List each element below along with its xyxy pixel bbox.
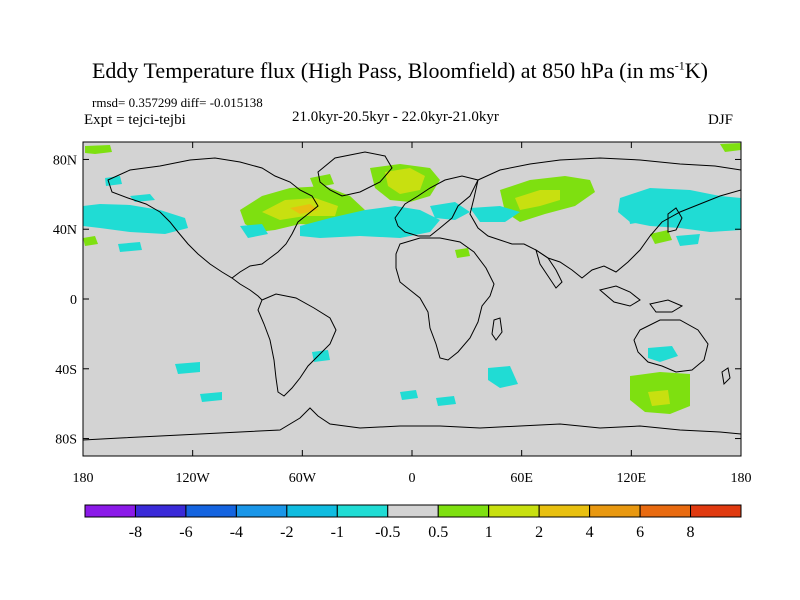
anomaly-region: [515, 190, 560, 210]
coast-central-america: [231, 277, 263, 301]
colorbar-swatch: [387, 504, 439, 518]
colorbar-label: 2: [535, 524, 543, 541]
colorbar-label: -8: [129, 524, 142, 541]
title-tail: K): [684, 58, 708, 83]
lat-tick-label: 40S: [55, 363, 77, 378]
coast-south-america: [257, 293, 337, 397]
anomaly-region: [720, 143, 741, 152]
colorbar-swatch: [84, 504, 136, 518]
anomaly-region: [83, 236, 98, 246]
colorbar-swatch: [336, 504, 389, 518]
anomaly-region: [470, 206, 520, 222]
period-label: 21.0kyr-20.5kyr - 22.0kyr-21.0kyr: [292, 109, 499, 125]
colorbar-swatch: [134, 504, 187, 518]
anomaly-region: [130, 194, 155, 202]
colorbar-label: -0.5: [375, 524, 400, 541]
colorbar-swatch: [538, 504, 591, 518]
colorbar-swatch: [488, 504, 540, 518]
coast-india: [535, 248, 563, 289]
colorbar-swatch: [639, 504, 692, 518]
colorbar-label: 1: [485, 524, 493, 541]
colorbar-label: 8: [687, 524, 695, 541]
lat-tick-label: 40N: [53, 223, 77, 238]
coast-asia: [469, 157, 741, 279]
colorbar-swatch: [185, 504, 237, 518]
lon-tick-label: 60W: [289, 471, 317, 486]
lon-tick-label: 120E: [617, 471, 647, 486]
colorbar-swatch: [437, 504, 490, 518]
season-label: DJF: [708, 112, 734, 128]
anomaly-region: [85, 145, 112, 154]
anomaly-region: [83, 204, 188, 234]
coast-new-guinea: [649, 299, 684, 313]
anomaly-region: [648, 390, 670, 406]
lat-tick-label: 80N: [53, 153, 77, 168]
anomaly-region: [436, 396, 456, 406]
anomaly-region: [430, 202, 470, 220]
colorbar-label: 6: [636, 524, 644, 541]
coast-new-zealand: [721, 367, 731, 386]
anomaly-region: [200, 392, 222, 402]
colorbar-label: 4: [586, 524, 594, 541]
coast-greenland: [317, 151, 393, 197]
coast-se-asia: [598, 285, 641, 307]
colorbar-label: -1: [331, 524, 344, 541]
lon-tick-label: 120W: [176, 471, 211, 486]
colorbar-label: -4: [230, 524, 243, 541]
coast-north-america: [107, 157, 319, 279]
anomaly-region: [488, 366, 518, 388]
anomaly-region: [650, 230, 672, 244]
coast-australia: [633, 319, 709, 373]
anomaly-region: [648, 346, 678, 362]
experiment-label: Expt = tejci-tejbi: [84, 112, 186, 128]
anomaly-region: [628, 210, 642, 224]
title-main: Eddy Temperature flux (High Pass, Bloomf…: [91, 58, 675, 83]
coast-madagascar: [491, 317, 503, 341]
lon-tick-label: 60E: [510, 471, 533, 486]
colorbar-swatch: [286, 504, 338, 518]
lon-tick-label: 180: [73, 471, 94, 486]
figure-title: Eddy Temperature flux (High Pass, Bloomf…: [0, 58, 800, 84]
colorbar-label: -2: [280, 524, 293, 541]
colorbar-swatch: [690, 504, 742, 518]
title-superscript: -1: [674, 58, 685, 73]
anomaly-region: [312, 350, 330, 362]
anomaly-region: [618, 188, 741, 232]
rmsd-diff-text: rmsd= 0.357299 diff= -0.015138: [92, 95, 263, 110]
coast-antarctica: [83, 407, 741, 441]
anomaly-region: [175, 362, 200, 374]
anomaly-region: [300, 206, 440, 238]
coast-japan: [667, 207, 683, 233]
anomaly-region: [310, 174, 334, 188]
colorbar-swatch: [235, 504, 288, 518]
anomaly-region: [118, 242, 142, 252]
anomaly-region: [400, 390, 418, 400]
colorbar-swatch: [589, 504, 641, 518]
colorbar: -8 -6 -4 -2 -1 -0.5 0.5 1 2 4 6 8: [84, 504, 742, 541]
anomaly-region: [385, 168, 425, 194]
lat-tick-label: 80S: [55, 433, 77, 448]
lat-tick-label: 0: [70, 293, 77, 308]
colorbar-label: 0.5: [428, 524, 448, 541]
map-axes: 80N 40N 0 40S 80S 180 120W 60W 0 60E 120E 180: [53, 142, 752, 486]
lon-tick-label: 180: [731, 471, 752, 486]
anomaly-region: [455, 248, 470, 258]
anomaly-region: [676, 234, 700, 246]
coastlines: [83, 151, 741, 441]
anomaly-region: [240, 224, 268, 238]
coast-africa: [395, 237, 495, 361]
colorbar-label: -6: [179, 524, 192, 541]
lon-tick-label: 0: [409, 471, 416, 486]
coast-europe: [394, 175, 479, 237]
